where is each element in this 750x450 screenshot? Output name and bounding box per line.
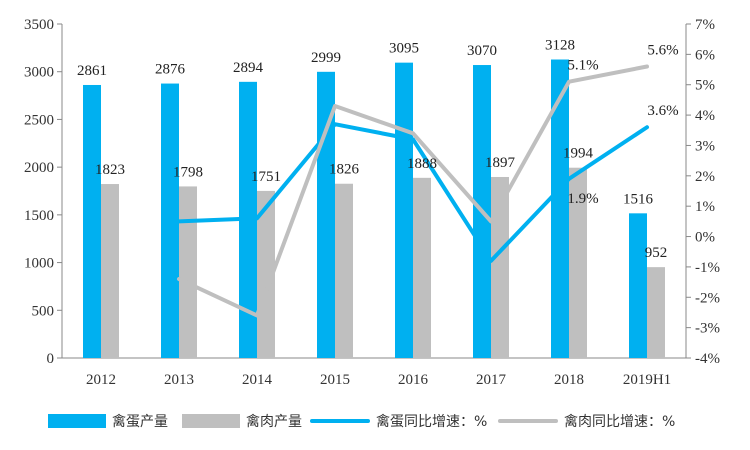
left-tick-label: 1500 (24, 208, 54, 224)
left-tick-label: 1000 (24, 256, 54, 272)
right-tick-label: 0% (695, 230, 715, 246)
bar (551, 59, 569, 359)
bar-value-label: 2999 (311, 50, 341, 66)
bar (179, 186, 197, 358)
right-tick-label: 4% (695, 108, 715, 124)
bar-value-label: 1897 (485, 155, 516, 171)
right-tick-label: 6% (695, 47, 715, 63)
right-tick-label: -1% (695, 260, 720, 276)
right-tick-label: 5% (695, 78, 715, 94)
bar-value-label: 1994 (563, 146, 594, 162)
series-line (177, 64, 649, 318)
line-value-label: 5.1% (567, 58, 598, 74)
legend-label: 禽肉同比增速：% (564, 413, 675, 430)
x-tick-label: 2015 (320, 372, 350, 388)
bar (647, 267, 665, 358)
legend-label: 禽蛋产量 (112, 413, 168, 430)
lines (177, 64, 649, 318)
right-tick-label: -2% (695, 290, 720, 306)
bar-value-label: 1823 (95, 162, 125, 178)
right-tick-label: 7% (695, 17, 715, 33)
bars (83, 59, 665, 359)
bar-value-label: 1751 (251, 169, 281, 185)
x-tick-label: 2017 (476, 372, 507, 388)
bar-value-label: 952 (645, 245, 668, 261)
left-tick-label: 3000 (24, 65, 54, 81)
left-tick-label: 2500 (24, 112, 54, 128)
bar (629, 213, 647, 358)
left-tick-label: 3500 (24, 17, 54, 33)
right-tick-label: 3% (695, 138, 715, 154)
legend-label: 禽肉产量 (246, 413, 302, 430)
bar-value-label: 1826 (329, 162, 360, 178)
bar (395, 62, 413, 359)
bar-value-label: 1516 (623, 191, 654, 207)
x-tick-label: 2013 (164, 372, 194, 388)
line-value-label: 3.6% (647, 103, 678, 119)
bar-value-label: 1888 (407, 156, 437, 172)
right-tick-label: -3% (695, 321, 720, 337)
line-value-label: 1.9% (567, 191, 598, 207)
bar-value-label: 3070 (467, 43, 497, 59)
x-tick-label: 2019H1 (623, 372, 671, 388)
x-tick-label: 2018 (554, 372, 584, 388)
left-tick-label: 2000 (24, 160, 54, 176)
legend-swatch (182, 414, 240, 428)
x-tick-label: 2014 (242, 372, 273, 388)
left-tick-label: 500 (32, 303, 55, 319)
axes: 0 500 1000 1500 2000 2500 3000 3500 -4% -3% -2% -1%… (24, 17, 720, 388)
x-tick-label: 2016 (398, 372, 429, 388)
line-value-label: 5.6% (647, 43, 678, 59)
legend-swatch (48, 414, 106, 428)
bar-value-label: 2876 (155, 62, 186, 78)
series-line (177, 122, 649, 263)
bar-value-label: 2861 (77, 63, 107, 79)
bar (101, 184, 119, 358)
data-labels: 2861 2876 2894 2999 3095 3070 3128 1516 1823 1798… (77, 37, 679, 261)
bar-value-label: 2894 (233, 60, 264, 76)
bar-value-label: 1798 (173, 164, 203, 180)
bar-value-label: 3128 (545, 37, 575, 53)
right-tick-label: -4% (695, 351, 720, 367)
bar-value-label: 3095 (389, 41, 419, 57)
x-tick-label: 2012 (86, 372, 116, 388)
bar (161, 83, 179, 359)
bar (257, 190, 275, 358)
legend: 禽蛋产量 禽肉产量 禽蛋同比增速：% 禽肉同比增速：% (48, 413, 675, 430)
right-tick-label: 1% (695, 199, 715, 215)
bar (335, 183, 353, 358)
right-tick-label: 2% (695, 169, 715, 185)
left-tick-label: 0 (47, 351, 55, 367)
bar (569, 167, 587, 358)
bar (413, 177, 431, 358)
bar (491, 176, 509, 358)
legend-label: 禽蛋同比增速：% (376, 413, 487, 430)
bar (83, 84, 101, 359)
